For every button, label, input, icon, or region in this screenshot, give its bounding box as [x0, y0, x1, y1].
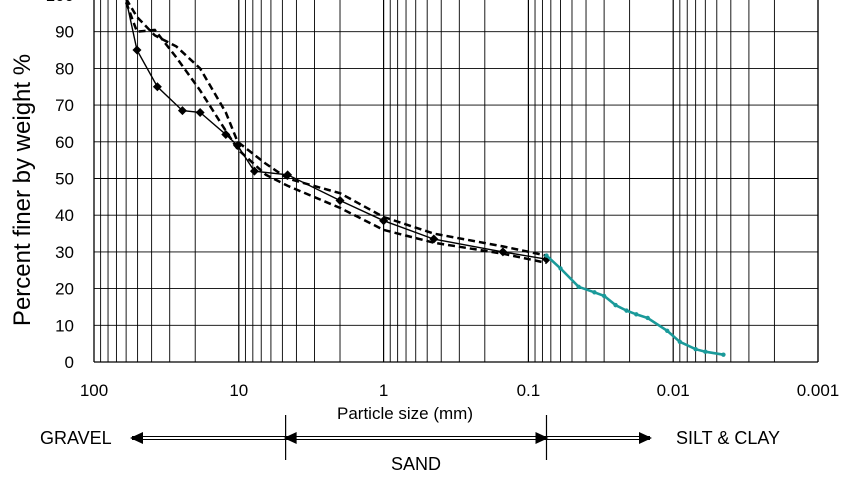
y-tick-label: 80	[55, 59, 74, 78]
y-tick-label: 90	[55, 23, 74, 42]
data-point-marker	[665, 328, 670, 334]
data-point-marker	[544, 253, 549, 258]
x-tick-label: 0.1	[517, 381, 541, 400]
x-tick-label: 1	[379, 381, 388, 400]
data-point-marker	[634, 312, 639, 317]
data-point-marker	[721, 352, 726, 357]
data-point-marker	[624, 308, 629, 313]
data-point-marker	[703, 349, 708, 354]
y-tick-label: 30	[55, 243, 74, 262]
data-point-marker	[601, 293, 607, 299]
y-tick-label: 60	[55, 133, 74, 152]
x-tick-labels: 100 10 1 0.1 0.01 0.001	[80, 381, 839, 400]
data-point-marker	[677, 339, 683, 345]
data-point-marker	[558, 266, 563, 271]
series-line	[125, 0, 547, 260]
y-tick-label: 70	[55, 96, 74, 115]
grid	[94, 0, 819, 363]
gravel-label: GRAVEL	[40, 428, 112, 448]
arrow-head	[535, 432, 549, 444]
y-tick-label: 50	[55, 170, 74, 189]
data-point-marker	[221, 129, 231, 139]
x-tick-label: 10	[229, 381, 248, 400]
data-point-marker	[592, 290, 597, 295]
x-tick-label: 100	[80, 381, 108, 400]
data-point-marker	[693, 346, 698, 352]
y-tick-labels: 0 10 20 30 40 50 60 70 80 90 100	[46, 0, 74, 372]
x-tick-label: 0.001	[797, 381, 840, 400]
silt-clay-label: SILT & CLAY	[676, 428, 780, 448]
y-tick-label: 20	[55, 280, 74, 299]
sand-label: SAND	[391, 454, 441, 474]
data-point-marker	[645, 315, 650, 321]
sand-arrow	[283, 432, 549, 444]
series-line	[125, 0, 547, 257]
series-line	[124, 1, 547, 265]
data-point-marker	[335, 196, 345, 206]
x-axis-label: Particle size (mm)	[337, 404, 473, 423]
data-point-marker	[541, 254, 551, 264]
y-tick-label: 10	[55, 316, 74, 335]
arrow-head	[639, 432, 652, 444]
data-point-marker	[152, 82, 162, 92]
silt-clay-arrow	[546, 432, 652, 444]
data-point-marker	[249, 166, 259, 176]
gravel-arrow	[130, 432, 286, 444]
soil-zones: GRAVEL SAND SILT & CLAY	[40, 415, 780, 474]
data-point-marker	[613, 302, 618, 308]
arrow-head	[283, 432, 297, 444]
series-layer	[124, 0, 726, 357]
data-point-marker	[132, 45, 142, 55]
data-point-marker	[576, 284, 581, 289]
data-point-marker	[195, 107, 205, 117]
x-tick-label: 0.01	[657, 381, 690, 400]
y-tick-label: 40	[55, 206, 74, 225]
axes	[93, 0, 818, 363]
arrow-head	[130, 432, 143, 444]
y-tick-label: 100	[46, 0, 74, 5]
y-tick-label: 0	[65, 353, 74, 372]
y-axis-label: Percent finer by weight %	[9, 54, 36, 326]
data-point-marker	[177, 106, 187, 116]
series-line	[545, 254, 724, 356]
